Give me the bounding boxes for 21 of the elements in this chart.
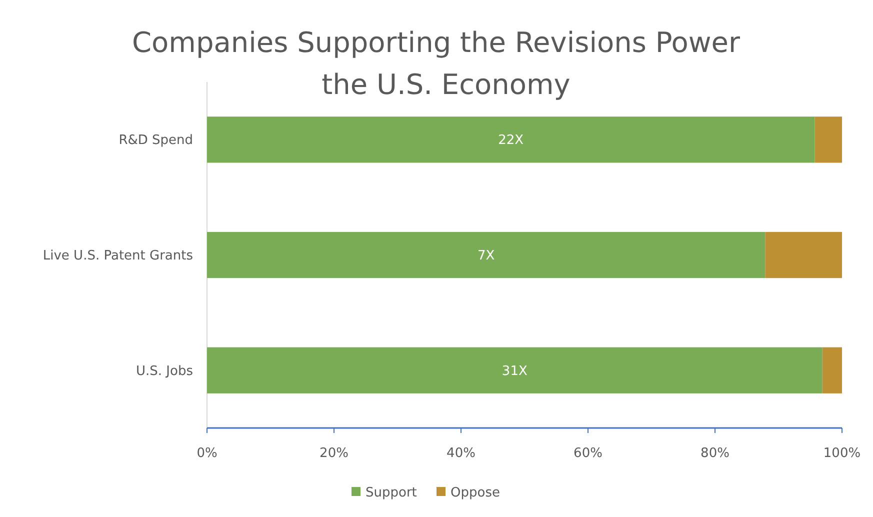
y-tick-label: U.S. Jobs [136, 364, 194, 379]
x-tick-label: 40% [446, 446, 476, 461]
x-tick-label: 20% [320, 446, 348, 461]
y-tick-label: Live U.S. Patent Grants [42, 248, 194, 264]
legend-label: Oppose [450, 486, 500, 501]
annotation: 31X [502, 364, 528, 379]
bar [814, 116, 842, 163]
bar [207, 232, 766, 278]
y-tick-label: R&D Spend [118, 133, 193, 148]
x-tick-label: 0% [196, 446, 218, 461]
x-tick-label: 80% [700, 446, 730, 461]
bar [207, 347, 822, 394]
x-tick-label: 100% [823, 446, 861, 461]
annotation: 22X [498, 133, 524, 148]
bar [207, 116, 815, 163]
bar [765, 232, 842, 278]
bar [822, 347, 842, 394]
legend-label: Support [366, 486, 417, 501]
x-tick-label: 60% [574, 446, 602, 461]
annotation: 7X [477, 248, 495, 264]
chart-title: Companies Supporting the Revisions Power the U.S. Economy [132, 26, 740, 101]
